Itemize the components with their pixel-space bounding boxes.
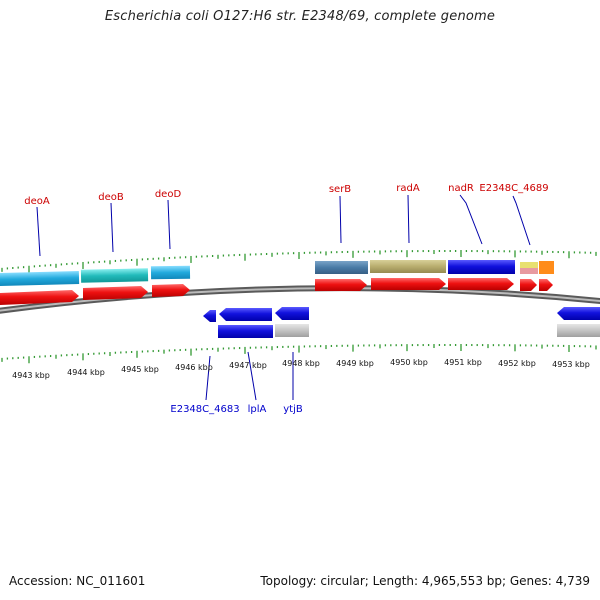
- axis-label: 4947 kbp: [229, 361, 267, 370]
- cds-forward-nadR[interactable]: [448, 278, 514, 290]
- axis-label: 4953 kbp: [552, 360, 590, 369]
- bottom-label-leaders: [205, 351, 294, 401]
- cds-reverse-lplA[interactable]: [219, 308, 272, 321]
- accession-text: Accession: NC_011601: [9, 574, 146, 588]
- genome-title: Escherichia coli O127:H6 str. E2348/69, …: [104, 9, 496, 24]
- forward-strand-cds: [0, 278, 553, 305]
- gene-label-deoB[interactable]: deoB: [98, 192, 124, 203]
- axis-label: 4952 kbp: [498, 359, 536, 368]
- gene-label-lplA[interactable]: lplA: [248, 404, 267, 415]
- cds-forward-serB[interactable]: [315, 279, 367, 291]
- feature-block-inner-ytjB[interactable]: [275, 324, 309, 337]
- feature-block-radA[interactable]: [370, 260, 446, 273]
- feature-block-serB[interactable]: [315, 261, 368, 274]
- cds-forward-deoA[interactable]: [83, 286, 148, 300]
- axis-label: 4945 kbp: [121, 365, 159, 374]
- position-axis-labels: 4943 kbp 4944 kbp 4945 kbp 4946 kbp 4947…: [12, 358, 590, 380]
- gene-label-deoD[interactable]: deoD: [155, 189, 182, 200]
- axis-label: 4946 kbp: [175, 363, 213, 372]
- outer-tick-ring: [1, 250, 597, 273]
- gene-label-nadR[interactable]: nadR: [448, 183, 474, 194]
- feature-track-cog: [0, 260, 554, 287]
- feature-block-deoC[interactable]: [0, 270, 80, 287]
- gene-label-E2348C_4683[interactable]: E2348C_4683: [170, 404, 239, 415]
- cds-forward-deoB[interactable]: [152, 284, 190, 297]
- axis-label: 4944 kbp: [67, 368, 105, 377]
- cds-reverse-ytjB[interactable]: [275, 307, 309, 320]
- genome-summary-text: Topology: circular; Length: 4,965,553 bp…: [260, 574, 590, 588]
- bottom-gene-labels: E2348C_4683 lplA ytjB: [170, 404, 302, 415]
- axis-label: 4943 kbp: [12, 371, 50, 380]
- feature-block-4689-a[interactable]: [520, 262, 538, 268]
- feature-block-inner-lplA[interactable]: [218, 325, 273, 338]
- cds-reverse-4694[interactable]: [557, 307, 600, 320]
- gene-label-ytjB[interactable]: ytjB: [283, 404, 303, 415]
- gene-label-serB[interactable]: serB: [329, 184, 351, 195]
- cds-forward-deoC[interactable]: [0, 290, 79, 305]
- feature-block-deoA[interactable]: [80, 268, 149, 283]
- gene-label-radA[interactable]: radA: [396, 183, 420, 194]
- axis-label: 4951 kbp: [444, 358, 482, 367]
- feature-block-inner-4694[interactable]: [557, 324, 600, 337]
- feature-block-4690[interactable]: [539, 261, 554, 274]
- feature-block-4689-b[interactable]: [520, 268, 538, 274]
- feature-track-inner: [218, 324, 600, 338]
- inner-tick-ring: [1, 344, 597, 364]
- feature-block-deoB[interactable]: [150, 265, 191, 280]
- gene-label-E2348C_4689[interactable]: E2348C_4689: [479, 183, 548, 194]
- axis-label: 4949 kbp: [336, 359, 374, 368]
- cds-reverse-4683[interactable]: [203, 310, 216, 322]
- feature-block-nadR[interactable]: [448, 260, 515, 274]
- top-label-leaders: [36, 194, 531, 257]
- axis-label: 4948 kbp: [282, 359, 320, 368]
- reverse-strand-cds: [203, 307, 600, 322]
- cds-forward-4690[interactable]: [539, 279, 553, 291]
- top-gene-labels: deoA deoB deoD serB radA nadR E2348C_468…: [24, 183, 548, 207]
- genome-backbone-highlight: [0, 287, 600, 312]
- cds-forward-4689[interactable]: [520, 279, 537, 291]
- axis-label: 4950 kbp: [390, 358, 428, 367]
- cds-forward-radA[interactable]: [371, 278, 446, 290]
- gene-label-deoA[interactable]: deoA: [24, 196, 50, 207]
